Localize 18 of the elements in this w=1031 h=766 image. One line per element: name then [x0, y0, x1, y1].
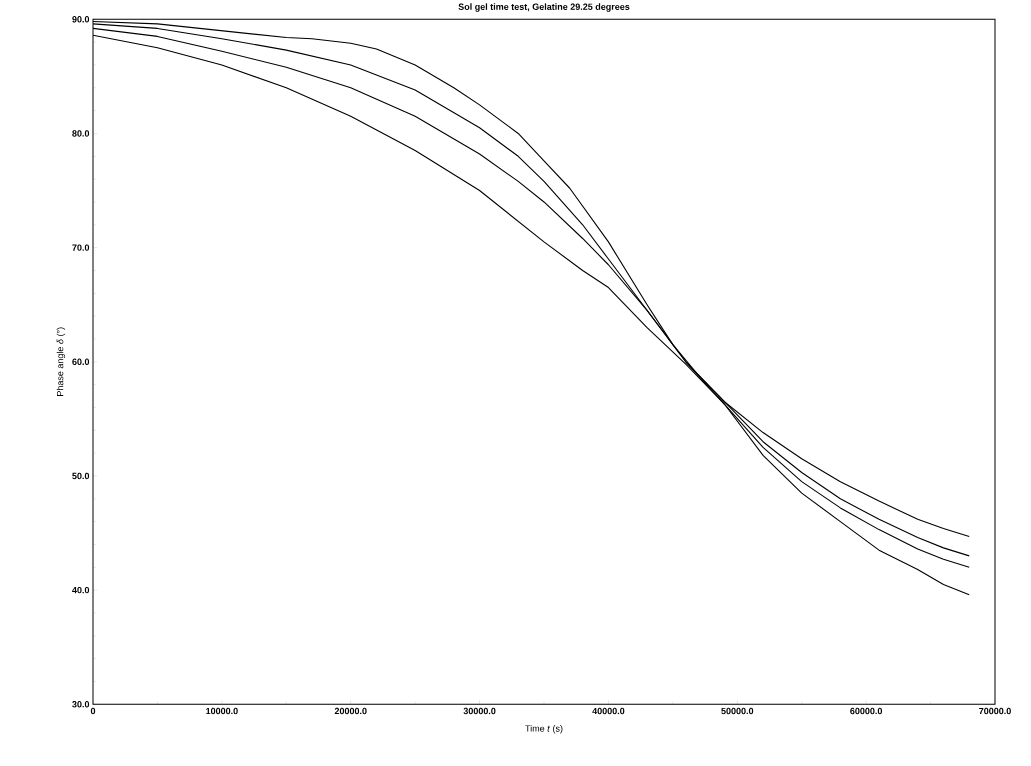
y-tick-label: 30.0: [72, 700, 90, 708]
y-axis-title: Phase angle δ (°): [56, 327, 66, 396]
y-tick-label: 40.0: [72, 586, 90, 594]
x-tick-label: 10000.0: [206, 707, 238, 715]
x-tick-label: 50000.0: [721, 707, 754, 715]
x-tick-label: 70000.0: [979, 707, 1011, 715]
chart-title: Sol gel time test, Gelatine 29.25 degrees: [458, 3, 630, 12]
x-tick-label: 60000.0: [850, 707, 883, 715]
y-tick-label: 80.0: [72, 130, 90, 137]
x-tick-label: 30000.0: [463, 707, 496, 715]
y-tick-label: 50.0: [72, 472, 90, 479]
y-tick-label: 70.0: [72, 244, 90, 251]
x-tick-label: 40000.0: [592, 707, 625, 715]
x-tick-label: 20000.0: [334, 707, 367, 715]
x-axis-title: Time t (s): [525, 724, 563, 734]
y-tick-label: 90.0: [72, 15, 90, 23]
y-tick-label: 60.0: [72, 358, 90, 365]
x-tick-label: 0: [90, 707, 96, 715]
